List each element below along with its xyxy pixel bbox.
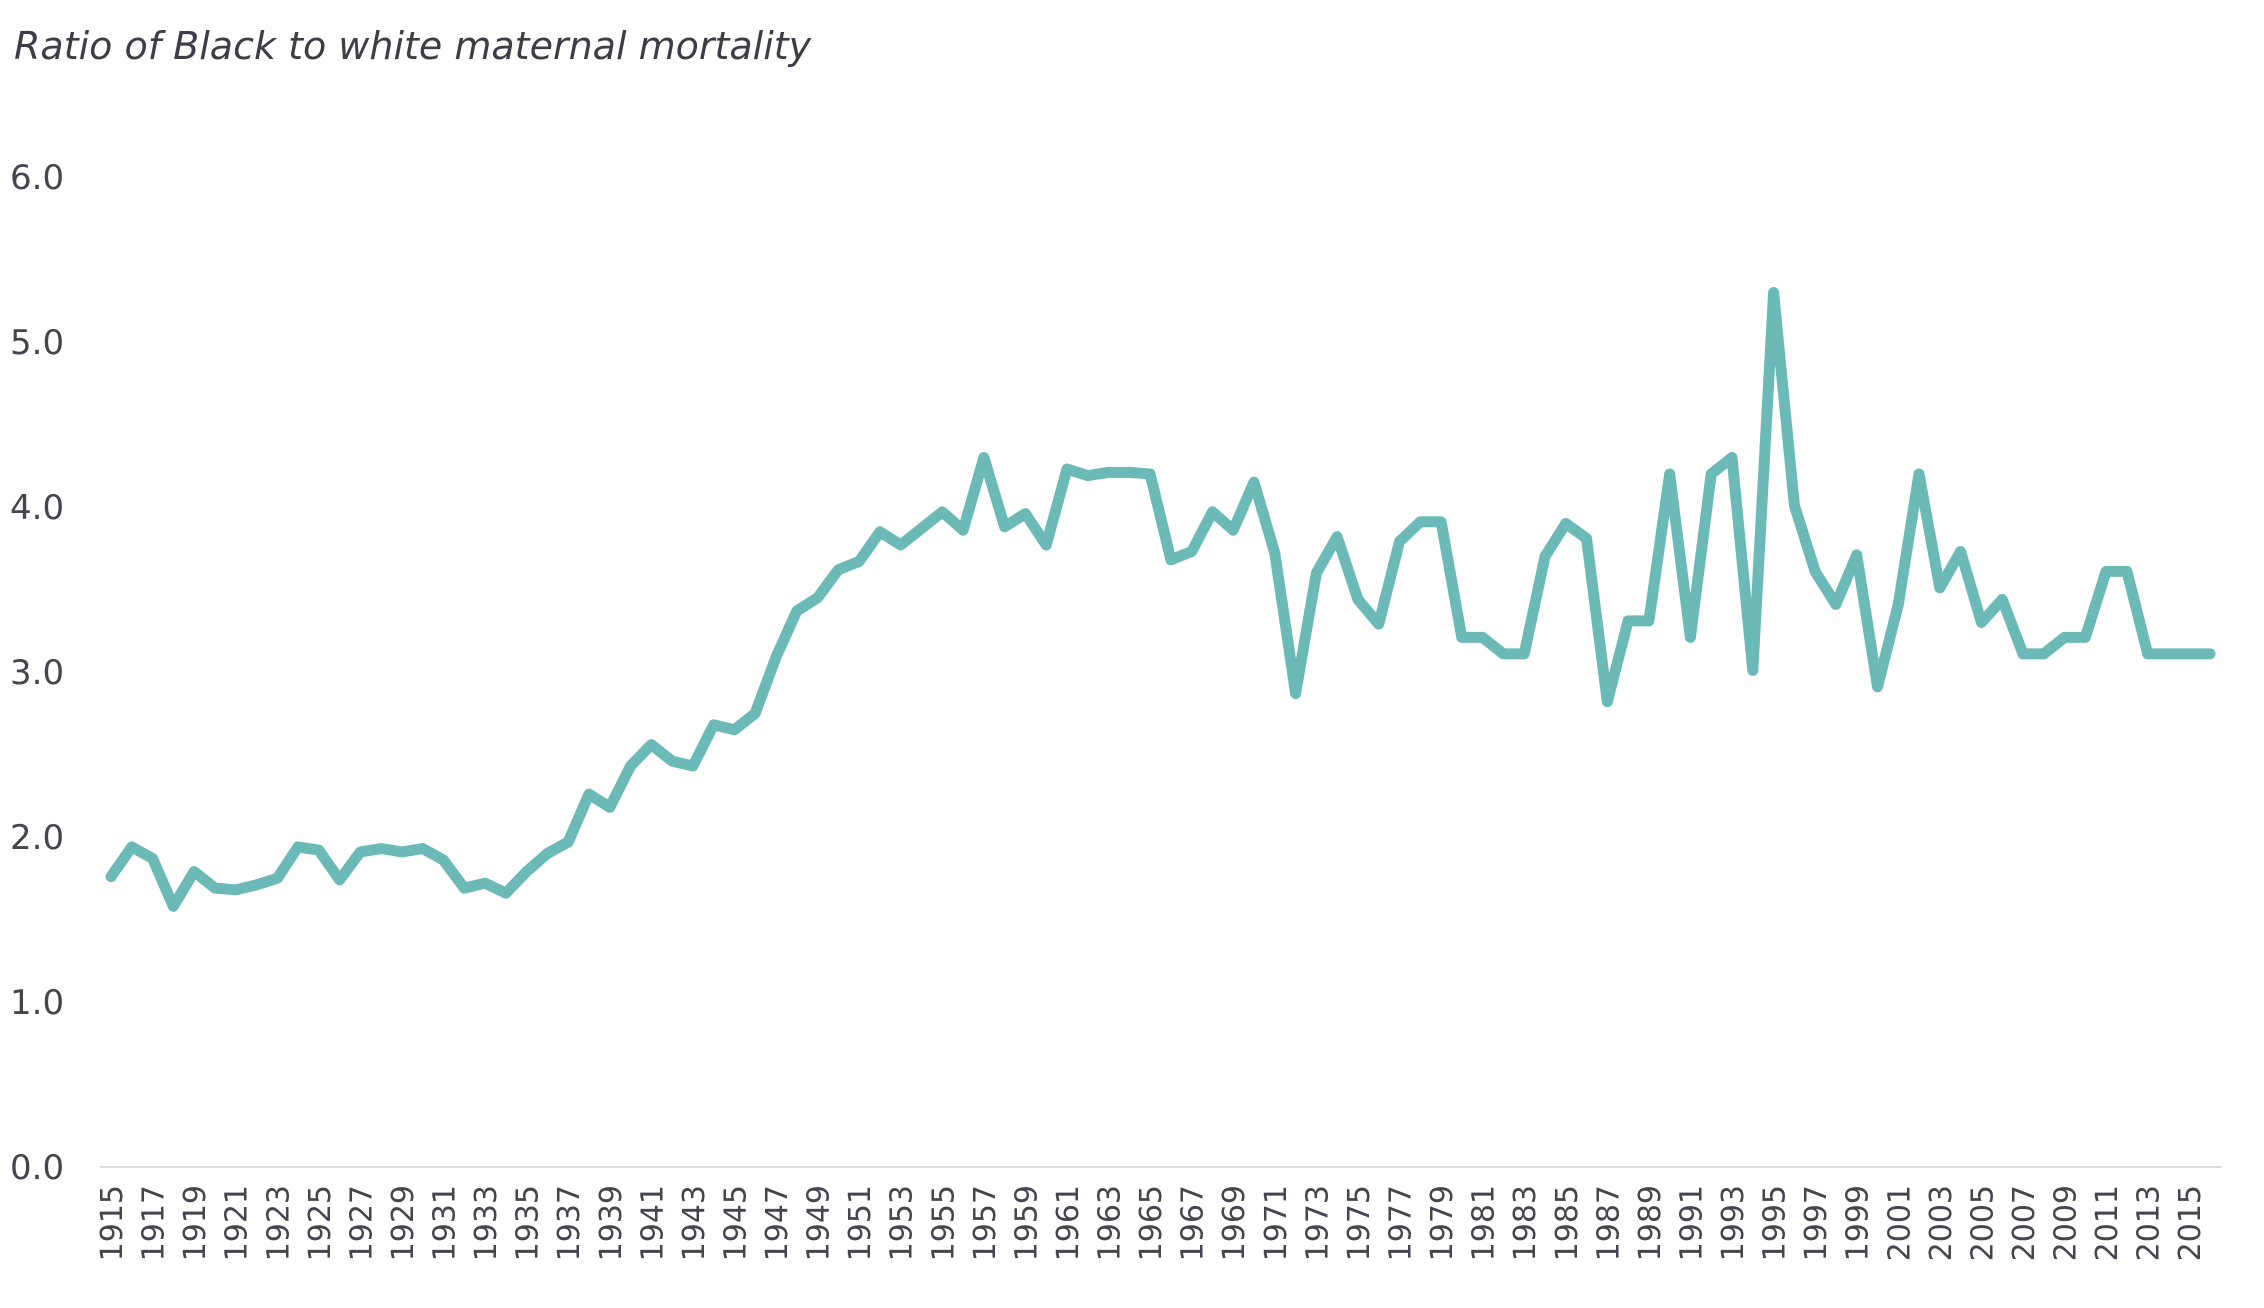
- x-tick-label: 1993: [1716, 1185, 1751, 1261]
- x-tick-label: 1945: [718, 1185, 753, 1261]
- x-tick-label: 1977: [1383, 1185, 1418, 1261]
- chart-title: Ratio of Black to white maternal mortali…: [14, 24, 812, 68]
- x-tick-label: 1995: [1758, 1185, 1793, 1261]
- x-tick-label: 1959: [1009, 1185, 1044, 1261]
- x-tick-label: 2013: [2132, 1185, 2167, 1261]
- x-tick-label: 1923: [261, 1185, 296, 1261]
- x-tick-label: 2005: [1965, 1185, 2000, 1261]
- x-tick-label: 1989: [1633, 1185, 1668, 1261]
- x-tick-label: 1965: [1134, 1185, 1169, 1261]
- x-tick-label: 1915: [95, 1185, 130, 1261]
- x-tick-label: 1927: [344, 1185, 379, 1261]
- x-tick-label: 1935: [511, 1185, 546, 1261]
- x-tick-label: 1951: [843, 1185, 878, 1261]
- x-tick-label: 1987: [1591, 1185, 1626, 1261]
- y-tick-label: 5.0: [10, 323, 64, 363]
- x-tick-label: 1961: [1051, 1185, 1086, 1261]
- y-tick-label: 6.0: [10, 158, 64, 198]
- x-tick-label: 1979: [1425, 1185, 1460, 1261]
- x-tick-label: 1985: [1550, 1185, 1585, 1261]
- x-tick-label: 1957: [968, 1185, 1003, 1261]
- x-tick-label: 1941: [635, 1185, 670, 1261]
- y-tick-label: 2.0: [10, 818, 64, 858]
- series-group: [105, 287, 2216, 912]
- y-tick-label: 0.0: [10, 1148, 64, 1188]
- x-tick-label: 1939: [594, 1185, 629, 1261]
- y-tick-label: 3.0: [10, 653, 64, 693]
- x-tick-label: 1919: [178, 1185, 213, 1261]
- x-tick-label: 1937: [552, 1185, 587, 1261]
- x-tick-label: 1967: [1176, 1185, 1211, 1261]
- x-tick-label: 1943: [677, 1185, 712, 1261]
- x-tick-label: 1971: [1259, 1185, 1294, 1261]
- x-tick-label: 1999: [1841, 1185, 1876, 1261]
- x-tick-label: 1963: [1093, 1185, 1128, 1261]
- y-axis-ticks: 0.0 1.0 2.0 3.0 4.0 5.0 6.0: [10, 158, 64, 1188]
- y-tick-label: 4.0: [10, 488, 64, 528]
- x-tick-label: 1975: [1342, 1185, 1377, 1261]
- x-tick-label: 1925: [303, 1185, 338, 1261]
- series-line: [105, 287, 2216, 912]
- x-tick-label: 1949: [802, 1185, 837, 1261]
- x-tick-label: 2001: [1882, 1185, 1917, 1261]
- x-tick-label: 1929: [386, 1185, 421, 1261]
- x-tick-label: 2003: [1924, 1185, 1959, 1261]
- x-tick-label: 1931: [428, 1185, 463, 1261]
- y-tick-label: 1.0: [10, 983, 64, 1023]
- x-tick-label: 1981: [1467, 1185, 1502, 1261]
- x-tick-label: 1991: [1674, 1185, 1709, 1261]
- x-tick-label: 1997: [1799, 1185, 1834, 1261]
- x-tick-label: 2011: [2090, 1185, 2125, 1261]
- x-tick-label: 1933: [469, 1185, 504, 1261]
- x-tick-label: 1953: [885, 1185, 920, 1261]
- x-tick-label: 1983: [1508, 1185, 1543, 1261]
- x-tick-label: 1947: [760, 1185, 795, 1261]
- x-tick-label: 1955: [926, 1185, 961, 1261]
- x-tick-label: 1921: [220, 1185, 255, 1261]
- x-tick-label: 1973: [1300, 1185, 1335, 1261]
- x-tick-label: 2009: [2049, 1185, 2084, 1261]
- x-tick-label: 2015: [2173, 1185, 2208, 1261]
- x-axis-ticks: 1915 1917 1919 1921 1923 1925 1927 1929 1931 1933…: [95, 1185, 2208, 1261]
- x-tick-label: 1969: [1217, 1185, 1252, 1261]
- x-tick-label: 1917: [137, 1185, 172, 1261]
- x-tick-label: 2007: [2007, 1185, 2042, 1261]
